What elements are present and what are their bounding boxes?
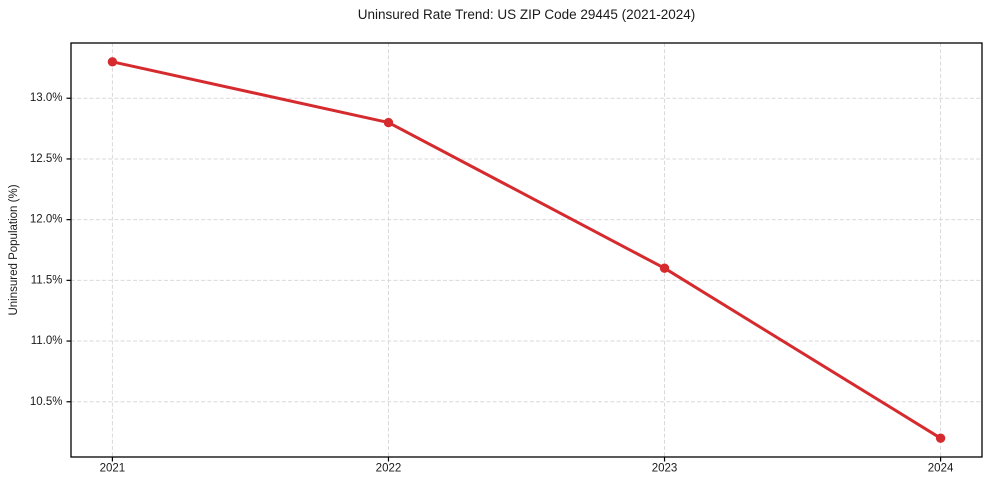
x-tick-label: 2024 [928,463,954,475]
chart-title: Uninsured Rate Trend: US ZIP Code 29445 … [357,7,696,22]
data-point [659,263,670,273]
data-point [383,117,394,128]
data-point [935,433,946,443]
y-tick-label: 11.0% [31,335,63,347]
y-tick-label: 11.5% [31,274,63,286]
y-tick-label: 10.5% [30,396,63,408]
plot-border [70,42,983,458]
x-tick-label: 2022 [376,463,402,475]
trend-line [110,60,943,440]
y-tick-label: 12.0% [30,214,63,226]
x-tick-label: 2023 [652,463,678,475]
y-tick-label: 13.0% [30,92,63,104]
data-point [107,57,118,67]
y-tick-label: 12.5% [30,153,63,165]
x-tick-label: 2021 [100,463,126,475]
